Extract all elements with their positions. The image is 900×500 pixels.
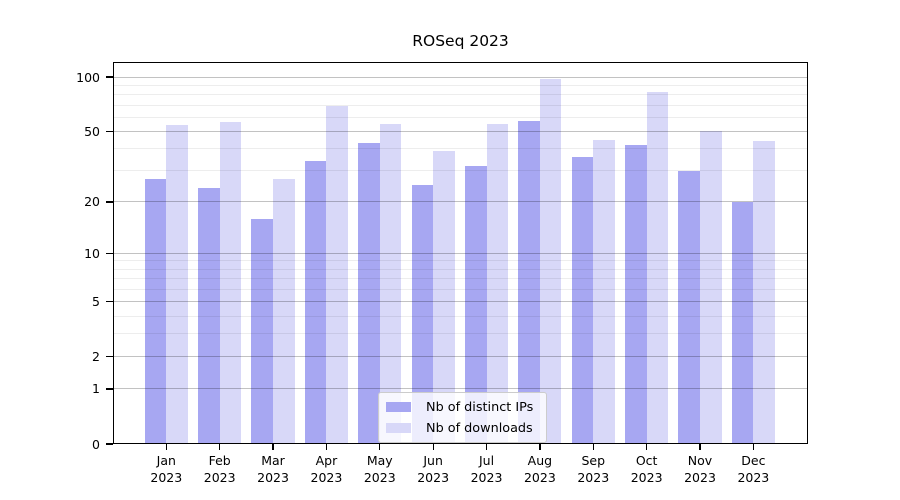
y-tick-label: 20 (84, 194, 100, 210)
gridline-minor (113, 148, 808, 150)
x-tick-mark (752, 444, 755, 450)
bar-distinct-ips (678, 170, 700, 444)
y-tick-mark (106, 300, 113, 303)
x-tick-label: Jun 2023 (417, 453, 450, 485)
gridline-major (113, 301, 808, 303)
legend-swatch-distinct-ips (386, 402, 411, 412)
x-tick-mark (379, 444, 381, 450)
x-tick-label: Jul 2023 (470, 453, 503, 485)
x-tick-label: Apr 2023 (310, 453, 343, 485)
x-tick-mark (272, 444, 274, 450)
gridline-major (113, 130, 808, 132)
bar-downloads (593, 139, 615, 444)
x-tick-label: Oct 2023 (630, 453, 663, 485)
bar-distinct-ips (731, 201, 754, 444)
y-tick-mark (106, 76, 113, 78)
gridline-major (113, 76, 808, 78)
x-tick-label: Sep 2023 (577, 453, 610, 485)
gridline-minor (113, 288, 808, 290)
x-tick-mark (432, 444, 434, 450)
bar-downloads (273, 179, 295, 444)
y-tick-label: 50 (84, 123, 100, 139)
y-tick-label: 2 (92, 349, 100, 365)
x-tick-label: Dec 2023 (737, 453, 770, 485)
x-tick-label: May 2023 (363, 453, 396, 485)
gridline-minor (113, 278, 808, 280)
bar-distinct-ips (198, 188, 220, 444)
bar-distinct-ips (464, 165, 487, 444)
legend-label-distinct-ips: Nb of distinct IPs (426, 399, 534, 415)
bar-distinct-ips (304, 161, 327, 444)
x-tick-label: Aug 2023 (523, 453, 556, 485)
x-tick-label: Nov 2023 (684, 453, 716, 485)
bar-downloads (753, 141, 775, 444)
gridline-minor (113, 315, 808, 317)
bar-downloads (433, 150, 455, 444)
x-tick-mark (539, 444, 541, 450)
x-tick-label: Feb 2023 (203, 453, 236, 485)
bar-downloads (700, 131, 722, 444)
x-tick-mark (646, 444, 648, 450)
bar-downloads (379, 123, 402, 444)
bar-distinct-ips (411, 184, 434, 444)
y-tick-label: 1 (92, 381, 100, 397)
y-tick-mark (106, 443, 113, 445)
gridline-minor (113, 333, 808, 335)
bar-distinct-ips (625, 144, 647, 444)
y-tick-label: 100 (76, 69, 100, 85)
gridline-minor (113, 116, 808, 118)
gridline-major (113, 252, 808, 254)
x-tick-mark (699, 444, 701, 450)
y-tick-mark (106, 388, 113, 390)
x-tick-label: Jan 2023 (150, 453, 183, 485)
gridline-minor (113, 170, 808, 172)
y-tick-mark (106, 356, 113, 358)
x-tick-mark (485, 444, 488, 450)
legend-label-downloads: Nb of downloads (426, 420, 533, 436)
bar-downloads (646, 91, 669, 444)
x-tick-mark (165, 444, 167, 450)
y-tick-mark (106, 201, 113, 203)
bar-downloads (166, 125, 188, 444)
gridline-minor (113, 104, 808, 106)
chart-title: ROSeq 2023 (412, 32, 509, 50)
gridline-major (113, 201, 808, 203)
gridline-minor (113, 260, 808, 262)
legend-item-downloads: Nb of downloads (386, 419, 536, 437)
bar-downloads (486, 123, 509, 444)
bar-distinct-ips (144, 179, 167, 444)
y-tick-label: 5 (92, 294, 100, 310)
bar-distinct-ips (358, 143, 380, 444)
gridline-major (113, 388, 808, 390)
bar-distinct-ips (571, 156, 594, 444)
bar-downloads (219, 122, 242, 444)
y-tick-label: 0 (92, 436, 100, 452)
bar-distinct-ips (251, 218, 274, 444)
gridline-minor (113, 268, 808, 270)
bar-downloads (539, 78, 562, 444)
legend: Nb of distinct IPs Nb of downloads (378, 392, 547, 443)
x-tick-mark (219, 444, 221, 450)
bar-distinct-ips (518, 121, 540, 444)
y-tick-label: 10 (84, 245, 100, 261)
y-tick-mark (106, 130, 113, 133)
legend-swatch-downloads (386, 423, 411, 433)
y-tick-mark (106, 252, 113, 255)
x-tick-mark (592, 444, 594, 450)
x-tick-mark (325, 444, 328, 450)
gridline-minor (113, 84, 808, 86)
x-tick-label: Mar 2023 (257, 453, 289, 485)
bar-downloads (326, 106, 348, 444)
gridline-minor (113, 94, 808, 96)
legend-item-distinct-ips: Nb of distinct IPs (386, 398, 536, 416)
gridline-major (113, 356, 808, 358)
